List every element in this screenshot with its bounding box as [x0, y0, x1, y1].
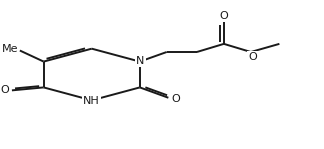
Text: NH: NH [83, 96, 100, 106]
Text: O: O [248, 52, 257, 62]
Text: O: O [219, 11, 228, 21]
Text: Me: Me [1, 44, 18, 54]
Text: O: O [171, 94, 180, 104]
Text: N: N [136, 56, 145, 66]
Text: O: O [1, 85, 9, 95]
